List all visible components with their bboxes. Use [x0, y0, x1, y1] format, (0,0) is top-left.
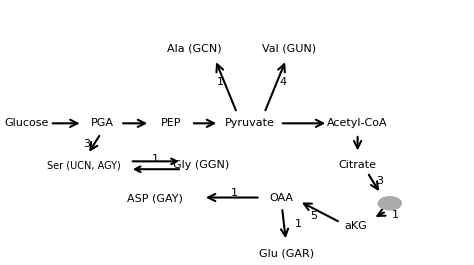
- Text: 1: 1: [295, 219, 302, 229]
- Text: aKG: aKG: [344, 220, 367, 231]
- Text: PEP: PEP: [161, 118, 182, 128]
- Text: 5: 5: [310, 211, 318, 221]
- Text: Citrate: Citrate: [338, 160, 377, 170]
- Text: PGA: PGA: [91, 118, 114, 128]
- Text: Pyruvate: Pyruvate: [225, 118, 274, 128]
- Text: 3: 3: [376, 176, 383, 186]
- Text: 4: 4: [280, 77, 287, 87]
- Text: 1: 1: [152, 154, 159, 164]
- Text: Glu (GAR): Glu (GAR): [259, 248, 314, 258]
- Text: Glucose: Glucose: [4, 118, 48, 128]
- Text: Val (GUN): Val (GUN): [262, 43, 316, 54]
- Text: Ala (GCN): Ala (GCN): [167, 43, 221, 54]
- Text: 1: 1: [392, 210, 399, 220]
- Circle shape: [378, 197, 401, 210]
- Text: 3: 3: [83, 139, 91, 148]
- Text: OAA: OAA: [270, 193, 294, 203]
- Text: Acetyl-CoA: Acetyl-CoA: [327, 118, 388, 128]
- Text: Gly (GGN): Gly (GGN): [173, 160, 229, 170]
- Text: ASP (GAY): ASP (GAY): [127, 193, 183, 203]
- Text: 1: 1: [217, 77, 224, 87]
- Text: Ser (UCN, AGY): Ser (UCN, AGY): [47, 160, 121, 170]
- Text: 1: 1: [231, 188, 238, 197]
